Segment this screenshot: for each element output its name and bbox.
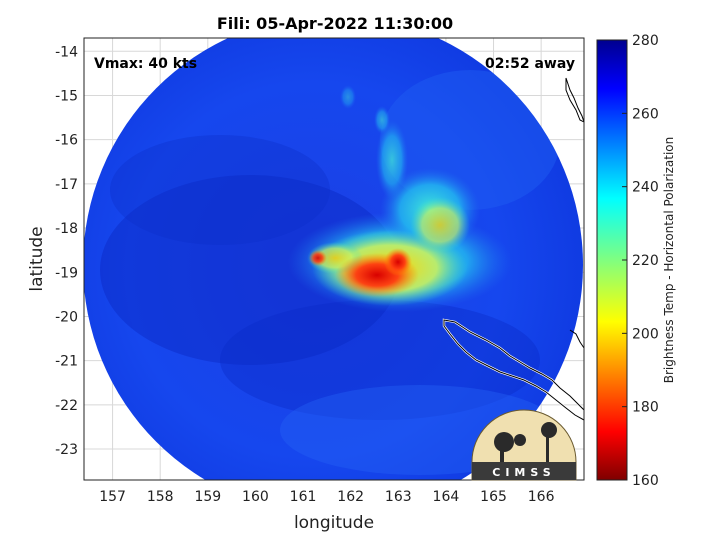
x-axis-label: longitude [294,513,374,533]
y-axis-label: latitude [27,226,47,291]
satellite-dish-icon [494,432,514,452]
water-tower-icon [546,436,549,462]
y-tick-label: -22 [55,398,78,414]
colorbar-tick-label: 160 [632,473,659,489]
coastline-loyalty-islands [569,329,584,349]
y-tick-label: -17 [55,177,78,193]
x-tick-label: 162 [337,489,364,505]
colorbar-tick-label: 260 [632,106,659,122]
colorbar-tick-labels: 280 260 240 220 200 180 160 [622,33,659,489]
y-tick-label: -14 [55,44,78,60]
x-tick-label: 166 [528,489,555,505]
colorbar-tick-label: 180 [632,400,659,416]
y-tick-labels: -14 -15 -16 -17 -18 -19 -20 -21 -22 -23 [55,44,78,458]
y-tick-label: -23 [55,442,78,458]
chart-title: Fili: 05-Apr-2022 11:30:00 [217,14,453,33]
y-tick-label: -15 [55,88,78,104]
vmax-label: Vmax: 40 kts [94,56,197,72]
x-tick-label: 163 [385,489,412,505]
x-tick-label: 161 [290,489,317,505]
x-tick-label: 164 [433,489,460,505]
y-tick-label: -19 [55,265,78,281]
microwave-swath [84,38,584,480]
colorbar-tick-label: 240 [632,180,659,196]
x-tick-label: 157 [99,489,126,505]
coastline-new-caledonia-outline [443,319,584,421]
x-tick-label: 159 [194,489,221,505]
coastline-vanuatu [565,77,584,123]
away-label: 02:52 away [485,56,575,72]
y-tick-label: -21 [55,354,78,370]
x-tick-label: 158 [147,489,174,505]
x-tick-labels: 157 158 159 160 161 162 163 164 165 166 [99,489,554,505]
plot-border [83,37,585,481]
y-tick-label: -18 [55,221,78,237]
x-tick-label: 165 [480,489,507,505]
colorbar-label: Brightness Temp - Horizontal Polarizatio… [662,137,676,384]
cimss-logo: CIMSS [471,409,577,481]
colorbar-tick-label: 200 [632,326,659,342]
logo-text: CIMSS [492,466,555,479]
y-tick-label: -16 [55,133,78,149]
y-tick-label: -20 [55,309,78,325]
colorbar-tick-label: 280 [632,33,659,49]
colorbar-tick-label: 220 [632,253,659,269]
x-tick-label: 160 [242,489,269,505]
